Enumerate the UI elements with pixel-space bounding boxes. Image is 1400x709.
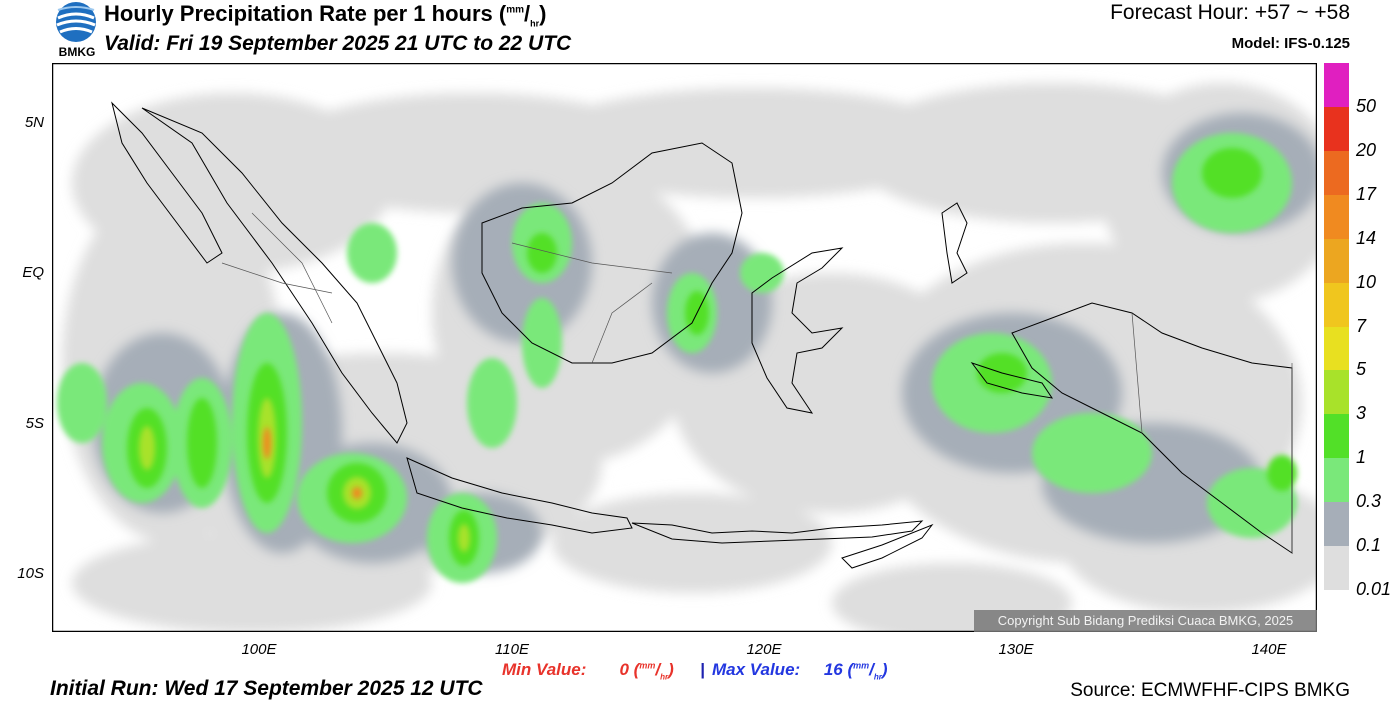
initial-run: Initial Run: Wed 17 September 2025 12 UT… <box>50 677 483 700</box>
timor-coast <box>841 523 934 569</box>
copyright-notice: Copyright Sub Bidang Prediksi Cuaca BMKG… <box>974 610 1317 632</box>
max-unit-den: hr <box>873 672 882 682</box>
logo-text: BMKG <box>58 45 96 59</box>
malay-peninsula-coast <box>111 101 223 264</box>
min-unit-den: hr <box>660 672 669 682</box>
min-value: 0 <box>619 660 629 679</box>
legend-swatch <box>1324 414 1349 459</box>
model-name: Model: IFS-0.125 <box>1231 35 1350 52</box>
x-label-140e: 140E <box>1251 641 1287 658</box>
legend-swatch <box>1324 546 1349 591</box>
title-main: Hourly Precipitation Rate per 1 hours ( <box>104 1 507 26</box>
data-source: Source: ECMWFHF-CIPS BMKG <box>1070 680 1350 701</box>
map-svg <box>52 63 1317 632</box>
legend-swatch <box>1324 150 1349 196</box>
bmkg-logo: BMKG <box>52 0 100 60</box>
max-value: 16 <box>823 660 843 679</box>
legend-label: 14 <box>1356 227 1377 248</box>
nusa-tenggara-coast <box>631 520 924 544</box>
legend-swatch <box>1324 370 1349 415</box>
min-label: Min Value: <box>502 660 587 679</box>
legend-swatch <box>1324 502 1349 547</box>
title-unit-den: hr <box>530 18 540 29</box>
x-label-130e: 130E <box>998 641 1034 658</box>
title-close: ) <box>539 1 547 26</box>
legend-label: 5 <box>1356 359 1367 380</box>
halmahera-coast <box>941 202 968 284</box>
y-label-5s: 5S <box>25 415 44 432</box>
valid-time: Valid: Fri 19 September 2025 21 UTC to 2… <box>104 32 572 55</box>
java-coast <box>406 457 633 534</box>
forecast-hour: Forecast Hour: +57 ~ +58 <box>1110 1 1350 24</box>
legend-label: 0.1 <box>1356 535 1382 556</box>
sulawesi-coast <box>751 247 844 414</box>
legend-label: 10 <box>1356 271 1377 292</box>
legend-swatch <box>1324 238 1349 284</box>
legend-label: 7 <box>1356 315 1367 336</box>
legend-swatch <box>1324 106 1349 152</box>
legend-label: 0.01 <box>1356 579 1392 599</box>
legend-swatch <box>1324 194 1349 240</box>
min-max-separator: | <box>700 660 705 679</box>
max-value-text: Max Value: 16 (mm/hr) <box>712 660 888 682</box>
y-label-eq: EQ <box>22 264 44 281</box>
legend-swatch <box>1324 282 1349 327</box>
admin-borders <box>221 212 1293 553</box>
y-label-5n: 5N <box>24 114 44 131</box>
legend-label: 3 <box>1356 403 1367 424</box>
sumatra-coast <box>141 107 408 444</box>
legend-label: 20 <box>1356 139 1377 160</box>
x-label-100e: 100E <box>241 641 277 658</box>
chart-title: Hourly Precipitation Rate per 1 hours (m… <box>104 1 547 29</box>
min-unit-num: mm <box>639 660 656 671</box>
legend-label: 1 <box>1356 447 1367 468</box>
legend-label: 50 <box>1356 95 1377 116</box>
sumbawa-coast <box>970 362 1054 399</box>
title-unit-num: mm <box>506 4 524 16</box>
max-label: Max Value: <box>712 660 801 679</box>
legend-colorbar <box>1324 63 1349 591</box>
borneo-coast <box>481 142 743 364</box>
legend-swatch <box>1324 326 1349 371</box>
min-value-text: Min Value: 0 (mm/hr) <box>502 660 674 682</box>
precip-peak-layer <box>263 427 362 499</box>
max-unit-num: mm <box>853 660 870 671</box>
y-label-10s: 10S <box>17 565 44 582</box>
legend-swatch <box>1324 458 1349 503</box>
legend-swatch <box>1324 63 1349 108</box>
x-label-110e: 110E <box>495 641 529 658</box>
map-frame <box>52 63 1317 632</box>
precipitation-map[interactable] <box>52 63 1317 632</box>
x-label-120e: 120E <box>746 641 782 658</box>
legend-label: 17 <box>1356 183 1377 204</box>
legend-label: 0.3 <box>1356 491 1382 512</box>
